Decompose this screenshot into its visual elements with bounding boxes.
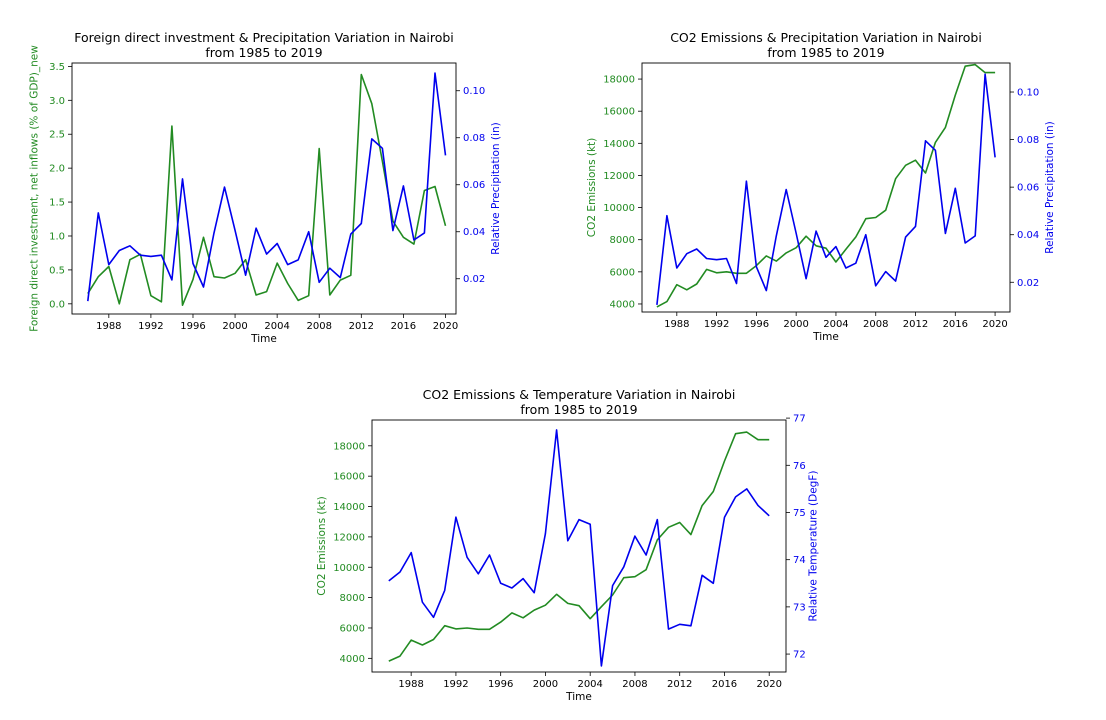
x-tick-label: 2012: [349, 321, 374, 332]
chart-title-line: from 1985 to 2019: [767, 45, 884, 60]
x-tick-label: 2000: [533, 679, 558, 690]
x-tick-label: 2016: [943, 319, 968, 330]
y-right-axis-label: Relative Precipitation (in): [1044, 121, 1056, 253]
y-right-tick-label: 0.02: [463, 274, 485, 285]
x-tick-label: 1992: [443, 679, 468, 690]
y-left-tick-label: 4000: [610, 299, 635, 310]
y-right-tick-label: 75: [793, 508, 806, 519]
y-left-tick-label: 3.5: [49, 62, 65, 73]
y-left-tick-label: 16000: [333, 472, 365, 483]
y-right-tick-label: 77: [793, 414, 806, 425]
x-tick-label: 1988: [96, 321, 121, 332]
chart-1: Foreign direct investment & Precipitatio…: [28, 30, 501, 345]
series-line-left: [656, 63, 996, 308]
x-tick-label: 1992: [138, 321, 163, 332]
y-right-tick-label: 0.04: [1017, 230, 1039, 241]
x-tick-label: 2020: [982, 319, 1007, 330]
y-right-tick-label: 72: [793, 650, 806, 661]
x-tick-label: 2004: [577, 679, 602, 690]
y-left-tick-label: 8000: [610, 235, 635, 246]
y-left-tick-label: 6000: [340, 623, 365, 634]
y-left-tick-label: 2.5: [49, 130, 65, 141]
y-left-tick-label: 1.5: [49, 198, 65, 209]
y-right-axis-label: Relative Precipitation (in): [490, 122, 502, 254]
y-right-tick-label: 73: [793, 602, 806, 613]
y-left-tick-label: 1.0: [49, 231, 65, 242]
y-left-tick-label: 10000: [333, 563, 365, 574]
x-tick-label: 2000: [222, 321, 247, 332]
series-line-left: [87, 73, 447, 307]
y-left-tick-label: 14000: [333, 502, 365, 513]
chart-title-line: from 1985 to 2019: [520, 402, 637, 417]
y-right-tick-label: 0.06: [1017, 183, 1039, 194]
chart-title-line: CO2 Emissions & Temperature Variation in…: [423, 387, 736, 402]
y-right-tick-label: 0.06: [463, 180, 485, 191]
y-right-tick-label: 76: [793, 461, 806, 472]
y-right-tick-label: 0.10: [463, 86, 485, 97]
y-left-tick-label: 12000: [333, 532, 365, 543]
chart-3: CO2 Emissions & Temperature Variation in…: [316, 387, 819, 703]
x-tick-label: 2020: [756, 679, 781, 690]
x-tick-label: 2008: [307, 321, 332, 332]
x-tick-label: 1996: [744, 319, 769, 330]
x-tick-label: 1988: [664, 319, 689, 330]
y-left-axis-label: CO2 Emissions (kt): [586, 138, 598, 238]
chart-title-line: CO2 Emissions & Precipitation Variation …: [670, 30, 982, 45]
y-left-tick-label: 10000: [603, 203, 635, 214]
axes-frame: [371, 419, 787, 673]
x-tick-label: 2016: [712, 679, 737, 690]
x-tick-label: 2000: [783, 319, 808, 330]
x-tick-label: 2020: [433, 321, 458, 332]
y-right-tick-label: 0.04: [463, 227, 485, 238]
y-left-tick-label: 0.5: [49, 265, 65, 276]
x-tick-label: 2012: [667, 679, 692, 690]
x-axis-label: Time: [812, 331, 839, 343]
chart-title-line: from 1985 to 2019: [205, 45, 322, 60]
series-line-right: [388, 429, 770, 667]
x-tick-label: 2004: [264, 321, 289, 332]
series-line-right: [87, 72, 447, 302]
y-left-tick-label: 8000: [340, 593, 365, 604]
y-left-tick-label: 4000: [340, 654, 365, 665]
y-left-tick-label: 18000: [603, 75, 635, 86]
chart-2: CO2 Emissions & Precipitation Variation …: [586, 30, 1056, 343]
x-axis-label: Time: [565, 691, 592, 703]
x-tick-label: 2008: [622, 679, 647, 690]
x-tick-label: 2016: [391, 321, 416, 332]
chart-title-line: Foreign direct investment & Precipitatio…: [74, 30, 454, 45]
x-tick-label: 1996: [180, 321, 205, 332]
series-line-right: [656, 73, 996, 305]
y-left-tick-label: 12000: [603, 171, 635, 182]
y-right-tick-label: 0.10: [1017, 88, 1039, 99]
y-right-tick-label: 0.08: [1017, 135, 1039, 146]
x-tick-label: 2008: [863, 319, 888, 330]
y-right-axis-label: Relative Temperature (DegF): [807, 471, 819, 622]
x-axis-label: Time: [250, 333, 277, 345]
axes-frame: [641, 62, 1011, 313]
y-left-tick-label: 0.0: [49, 299, 65, 310]
y-left-tick-label: 2.0: [49, 164, 65, 175]
x-tick-label: 2004: [823, 319, 848, 330]
y-right-tick-label: 0.02: [1017, 278, 1039, 289]
x-tick-label: 1992: [704, 319, 729, 330]
x-tick-label: 1988: [398, 679, 423, 690]
y-left-tick-label: 14000: [603, 139, 635, 150]
y-left-tick-label: 6000: [610, 267, 635, 278]
y-right-tick-label: 0.08: [463, 133, 485, 144]
y-left-axis-label: Foreign direct investment, net inflows (…: [28, 45, 40, 332]
y-right-tick-label: 74: [793, 555, 806, 566]
axes-frame: [71, 62, 457, 315]
series-line-left: [388, 431, 770, 662]
y-left-tick-label: 16000: [603, 107, 635, 118]
y-left-axis-label: CO2 Emissions (kt): [316, 496, 328, 596]
x-tick-label: 2012: [903, 319, 928, 330]
x-tick-label: 1996: [488, 679, 513, 690]
y-left-tick-label: 3.0: [49, 96, 65, 107]
y-left-tick-label: 18000: [333, 441, 365, 452]
